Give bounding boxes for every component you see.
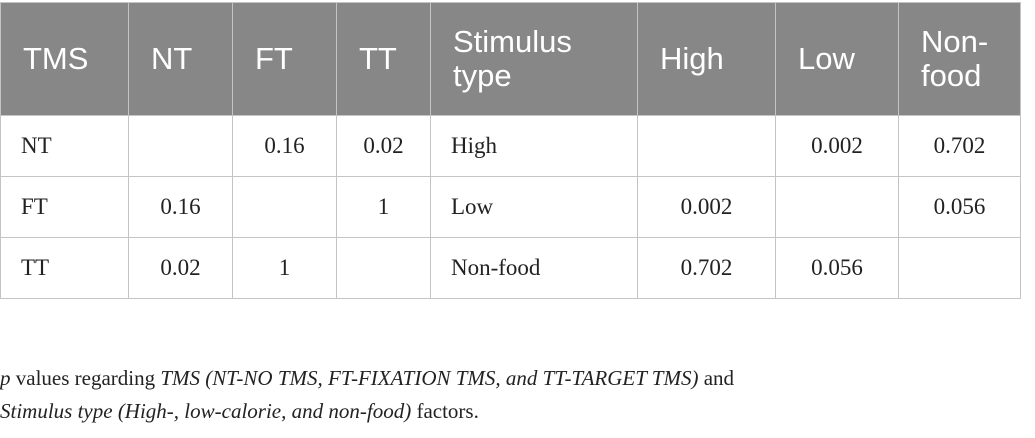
cell-text: NT xyxy=(21,133,52,158)
header-cell: High xyxy=(637,2,776,116)
header-text: TT xyxy=(359,41,397,76)
table-cell: 0.02 xyxy=(336,115,431,177)
header-cell: TT xyxy=(336,2,431,116)
header-cell: NT xyxy=(128,2,233,116)
cell-text: 0.056 xyxy=(933,194,986,219)
table-cell: 0.002 xyxy=(775,115,899,177)
table-cell: 0.02 xyxy=(128,237,233,299)
cell-text: 0.02 xyxy=(160,255,201,280)
table-cell xyxy=(128,115,233,177)
table-cell xyxy=(336,237,431,299)
cell-text: 1 xyxy=(278,255,291,280)
table-row: TT 0.02 1 Non-food 0.702 0.056 xyxy=(0,237,1021,299)
header-text: TMS xyxy=(23,41,89,76)
cell-text: 0.16 xyxy=(264,133,305,158)
cell-text: 1 xyxy=(377,194,390,219)
table-cell xyxy=(898,237,1021,299)
table-cell xyxy=(775,176,899,238)
caption-text: and xyxy=(698,366,735,390)
table-row: FT 0.16 1 Low 0.002 0.056 xyxy=(0,176,1021,238)
header-text: Non-food xyxy=(921,24,989,93)
table-cell: 0.002 xyxy=(637,176,776,238)
table-cell: High xyxy=(430,115,638,177)
header-text: NT xyxy=(151,41,193,76)
caption-text: values regarding xyxy=(10,366,161,390)
table-body: NT 0.16 0.02 High 0.002 0.702 FT 0.16 1 Low 0.002 0… xyxy=(0,115,1021,299)
cell-text: FT xyxy=(21,194,48,219)
table-cell: 0.056 xyxy=(775,237,899,299)
caption-italic: p xyxy=(0,366,11,390)
cell-text: Non-food xyxy=(451,255,541,280)
cell-text: 0.16 xyxy=(160,194,201,219)
cell-text: 0.002 xyxy=(811,133,863,158)
caption-italic: Stimulus type (High-, low-calorie, and n… xyxy=(0,399,412,423)
header-text: Low xyxy=(798,41,855,76)
table-cell: 0.702 xyxy=(898,115,1021,177)
header-cell: TMS xyxy=(0,2,129,116)
cell-text: 0.02 xyxy=(363,133,404,158)
table-cell: NT xyxy=(0,115,129,177)
table-cell: 1 xyxy=(232,237,337,299)
header-text: Stimulus type xyxy=(453,24,572,93)
cell-text: Low xyxy=(451,194,494,219)
caption: p values regarding TMS (NT-NO TMS, FT-FI… xyxy=(0,362,1020,428)
table-cell xyxy=(637,115,776,177)
table-cell: 0.702 xyxy=(637,237,776,299)
cell-text: 0.702 xyxy=(933,133,986,158)
table-cell: 0.056 xyxy=(898,176,1021,238)
table-cell: Low xyxy=(430,176,638,238)
header-cell: Low xyxy=(775,2,899,116)
cell-text: 0.056 xyxy=(811,255,863,280)
table: TMS NT FT TT Stimulus type High Low Non-food NT… xyxy=(0,2,1021,299)
table-cell: Non-food xyxy=(430,237,638,299)
header-text: FT xyxy=(255,41,293,76)
table-cell: FT xyxy=(0,176,129,238)
cell-text: 0.002 xyxy=(680,194,733,219)
table-cell: 0.16 xyxy=(232,115,337,177)
cell-text: TT xyxy=(21,255,50,280)
table-cell xyxy=(232,176,337,238)
header-cell: FT xyxy=(232,2,337,116)
cell-text: High xyxy=(451,133,497,158)
header-row: TMS NT FT TT Stimulus type High Low Non-food xyxy=(0,2,1021,116)
caption-text: factors. xyxy=(411,399,479,423)
table-cell: 0.16 xyxy=(128,176,233,238)
cell-text: 0.702 xyxy=(680,255,733,280)
caption-italic: TMS (NT-NO TMS, FT-FIXATION TMS, and TT-… xyxy=(160,366,699,390)
table-cell: 1 xyxy=(336,176,431,238)
header-cell: Non-food xyxy=(898,2,1021,116)
header-cell: Stimulus type xyxy=(430,2,638,116)
table-row: NT 0.16 0.02 High 0.002 0.702 xyxy=(0,115,1021,177)
table-cell: TT xyxy=(0,237,129,299)
header-text: High xyxy=(660,41,724,76)
